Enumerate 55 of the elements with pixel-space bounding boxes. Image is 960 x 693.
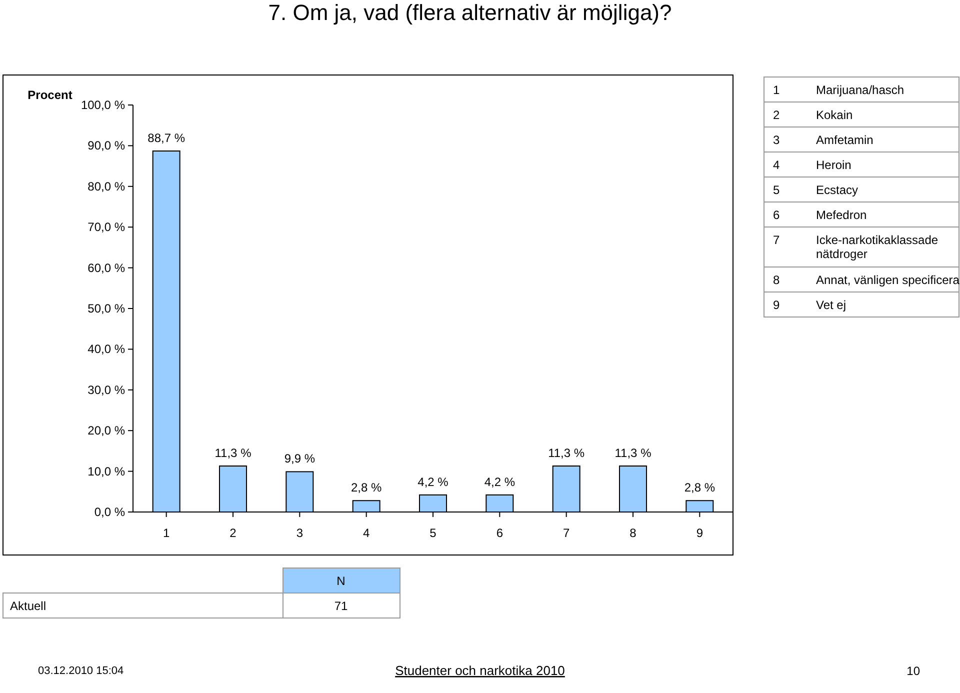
data-label: 4,2 % [418,474,449,489]
text: 10 [906,664,920,678]
x-tick-label: 9 [696,526,704,540]
data-label: 9,9 % [284,452,316,466]
category-label: 1 [773,83,780,97]
text: 71 [334,599,348,613]
y-tick-label: 90,0 % [88,138,126,153]
x-tick-label: 8 [630,526,637,540]
chart-title: 7. Om ja, vad (flera alternativ är möjliga)? [268,0,672,25]
y-tick-label: 20,0 % [88,424,126,438]
data-label: 11,3 % [214,446,252,460]
data-label: 11,3 % [548,446,585,460]
data-label: 2,8 % [350,480,382,495]
text: Kokain [816,108,853,122]
y-tick-label: 60,0 % [88,260,126,275]
category-label: 8 [773,273,780,287]
text: Heroin [816,158,852,172]
text: Mefedron [816,208,867,222]
category-label: 6 [773,208,780,222]
x-tick-label: 4 [362,526,370,540]
x-tick-label: 7 [562,526,570,540]
category-label: 4 [773,158,780,172]
y-tick-label: 30,0 % [88,382,126,397]
data-label: 4,2 % [484,474,516,489]
y-tick-label: 100,0 % [80,98,126,112]
x-tick-label: 1 [162,526,170,540]
text: Annat, vänligen specificera [816,273,960,287]
text: Vet ej [816,298,846,312]
category-label: 7 [773,233,780,247]
y-tick-label: 80,0 % [88,179,126,194]
category-label: 5 [773,183,780,197]
y-tick-label: 50,0 % [88,302,126,316]
text: Marijuana/hasch [816,83,904,97]
text: Ecstacy [816,183,858,197]
category-label: 2 [773,108,780,122]
y-tick-label: 70,0 % [88,220,126,234]
y-axis-title: Procent [28,88,72,102]
data-label: 11,3 % [614,446,652,460]
text: Amfetamin [816,133,874,147]
x-tick-label: 3 [296,526,304,540]
data-label: 88,7 % [148,130,186,145]
data-label: 2,8 % [684,480,716,495]
text: Studenter och narkotika 2010 [395,663,565,678]
x-tick-label: 2 [230,526,237,540]
y-tick-label: 40,0 % [88,342,126,356]
category-label: 3 [773,133,780,147]
y-tick-label: 10,0 % [88,464,126,478]
x-tick-label: 5 [430,526,437,540]
text: Icke-narkotikaklassade nätdroger [816,233,938,261]
text: Aktuell [10,599,46,613]
y-tick-label: 0,0 % [94,505,126,519]
x-tick-label: 6 [496,526,504,540]
text: N [336,574,346,588]
category-label: 9 [773,298,780,312]
text: 03.12.2010 15:04 [38,665,124,677]
